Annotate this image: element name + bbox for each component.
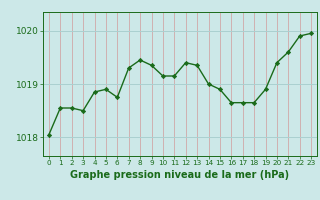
X-axis label: Graphe pression niveau de la mer (hPa): Graphe pression niveau de la mer (hPa) <box>70 170 290 180</box>
